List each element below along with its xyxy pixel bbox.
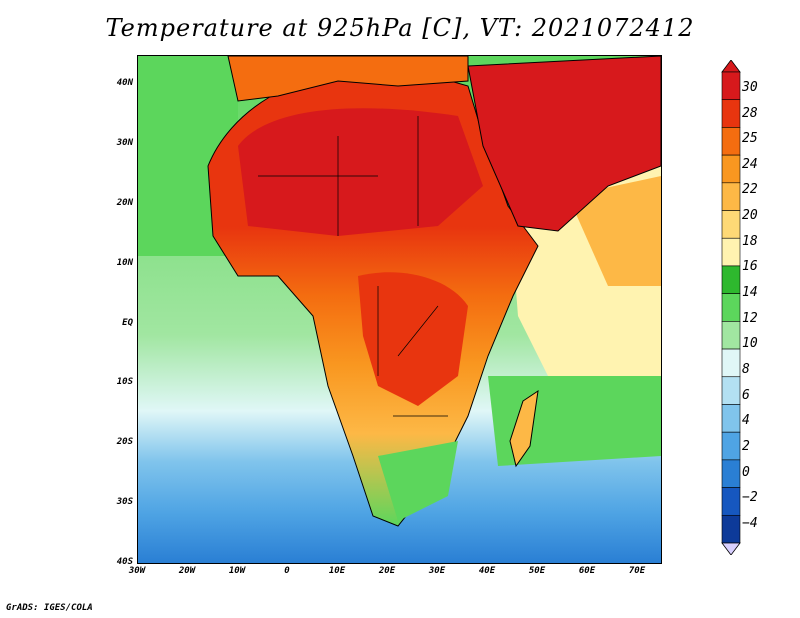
temperature-map [137, 55, 662, 564]
colorbar-segment [721, 71, 741, 101]
lon-label-30w: 30W [128, 566, 146, 576]
madagascar-landmass [509, 389, 539, 468]
sahara-hot-core [238, 108, 483, 236]
colorbar-label-0: 0 [742, 465, 750, 480]
colorbar-label-neg2: −2 [742, 490, 758, 505]
lat-label-30n: 30N [116, 138, 133, 148]
lon-label-70e: 70E [628, 566, 646, 576]
europe-landmass [227, 56, 469, 102]
colorbar-top-arrow [721, 60, 741, 73]
colorbar-label-18: 18 [742, 234, 758, 249]
southern-africa-field [378, 441, 458, 521]
lon-label-20w: 20W [178, 566, 196, 576]
lon-label-40e: 40E [478, 566, 496, 576]
colorbar-label-14: 14 [742, 285, 758, 300]
colorbar-label-22: 22 [742, 182, 758, 197]
colorbar-label-neg4: −4 [742, 516, 758, 531]
colorbar-segment [721, 99, 741, 128]
lat-label-40s: 40S [116, 557, 133, 567]
colorbar-segment [721, 514, 741, 544]
colorbar-label-16: 16 [742, 259, 758, 274]
colorbar-segment [721, 487, 741, 516]
colorbar-segment [721, 321, 741, 350]
lat-label-eq: EQ [122, 318, 133, 328]
colorbar-segment [721, 348, 741, 378]
colorbar-label-24: 24 [742, 157, 758, 172]
lat-label-20n: 20N [116, 198, 133, 208]
colorbar-segment [721, 210, 741, 239]
colorbar-label-2: 2 [742, 439, 750, 454]
colorbar-segment [721, 127, 741, 156]
lon-label-10e: 10E [328, 566, 346, 576]
colorbar-label-12: 12 [742, 311, 758, 326]
colorbar-segment [721, 459, 741, 488]
central-africa-field [358, 272, 468, 406]
map-canvas [138, 56, 661, 563]
lat-label-10s: 10S [116, 377, 133, 387]
colorbar-label-30: 30 [742, 80, 758, 95]
lat-label-10n: 10N [116, 258, 133, 268]
lat-label-30s: 30S [116, 497, 133, 507]
colorbar-segment [721, 293, 741, 322]
lon-label-30e: 30E [428, 566, 446, 576]
colorbar-segment [721, 431, 741, 461]
lon-label-10w: 10W [228, 566, 246, 576]
arabian-sea-field [568, 176, 661, 286]
colorbar-label-4: 4 [742, 413, 750, 428]
colorbar-bottom-arrow [721, 542, 741, 555]
lon-label-0: 0 [284, 566, 290, 576]
arabia-landmass [467, 56, 661, 232]
colorbar-segment [721, 376, 741, 405]
colorbar-label-6: 6 [742, 388, 750, 403]
colorbar-segment [721, 404, 741, 433]
lon-label-50e: 50E [528, 566, 546, 576]
colorbar-label-25: 25 [742, 131, 758, 146]
grads-credit: GrADS: IGES/COLA [6, 603, 93, 613]
chart-title: Temperature at 925hPa [C], VT: 202107241… [105, 14, 695, 42]
colorbar-segment [721, 237, 741, 267]
colorbar-label-20: 20 [742, 208, 758, 223]
colorbar-segment [721, 182, 741, 211]
lat-label-20s: 20S [116, 437, 133, 447]
colorbar-label-10: 10 [742, 336, 758, 351]
lat-label-40n: 40N [116, 78, 133, 88]
colorbar-segment [721, 154, 741, 184]
country-borders [258, 116, 448, 417]
colorbar-segment [721, 265, 741, 294]
lon-label-60e: 60E [578, 566, 596, 576]
colorbar-label-28: 28 [742, 106, 758, 121]
colorbar [721, 60, 741, 555]
colorbar-label-8: 8 [742, 362, 750, 377]
lon-label-20e: 20E [378, 566, 396, 576]
